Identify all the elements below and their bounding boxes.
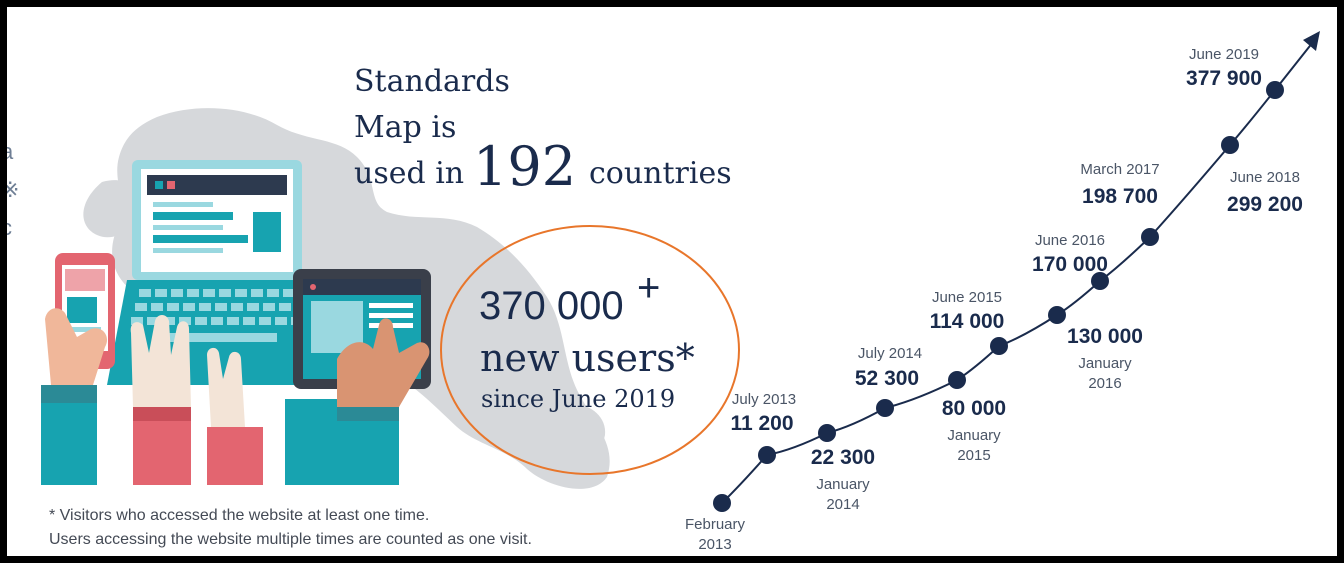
value-label: 22 300	[811, 446, 875, 469]
growth-line	[721, 41, 1314, 504]
headline-line-1: Standards	[354, 64, 510, 99]
value-label: 80 000	[942, 397, 1006, 420]
date-label: June 2019	[1189, 46, 1259, 63]
headline-line-3-prefix: used in	[354, 156, 464, 191]
date-label: 2015	[957, 447, 990, 464]
country-count: 192	[473, 135, 576, 198]
highlight-circle	[440, 225, 740, 475]
users-since: since June 2019	[481, 385, 675, 413]
date-label: 2016	[1088, 375, 1121, 392]
users-number: 370 000	[479, 284, 624, 328]
data-point	[1091, 272, 1109, 290]
data-point	[876, 399, 894, 417]
date-label: January	[947, 427, 1001, 444]
date-label: 2013	[698, 536, 731, 553]
headline-line-2: Map is	[354, 110, 456, 145]
date-label: June 2016	[1035, 232, 1105, 249]
data-point	[818, 424, 836, 442]
phone-hand-illustration	[41, 253, 115, 485]
users-plus: +	[637, 266, 660, 310]
value-label: 11 200	[730, 412, 793, 435]
laptop-illustration	[107, 160, 327, 385]
edge-fragment: a	[1, 139, 14, 164]
data-point	[1266, 81, 1284, 99]
tablet-hand-illustration	[285, 269, 431, 485]
data-point	[758, 446, 776, 464]
value-label: 114 000	[930, 310, 1005, 333]
footnote-line-1: * Visitors who accessed the website at l…	[49, 507, 430, 524]
value-label: 377 900	[1186, 67, 1262, 90]
date-label: July 2013	[732, 391, 796, 408]
value-label: 130 000	[1067, 325, 1143, 348]
data-point	[1048, 306, 1066, 324]
date-label: January	[816, 476, 870, 493]
data-point	[713, 494, 731, 512]
value-label: 170 000	[1032, 253, 1108, 276]
date-label: March 2017	[1080, 161, 1159, 178]
footnote: * Visitors who accessed the website at l…	[49, 504, 532, 552]
date-label: July 2014	[858, 345, 922, 362]
date-label: June 2018	[1230, 169, 1300, 186]
data-point	[948, 371, 966, 389]
arrow-head-icon	[1303, 31, 1320, 51]
data-point	[990, 337, 1008, 355]
infographic-canvas: Standards Map is used in 192 countries 3…	[41, 31, 1320, 553]
headline-line-3-suffix: countries	[589, 156, 732, 191]
users-callout: 370 000 + new users* since June 2019	[440, 225, 740, 475]
edge-fragment: ※	[1, 177, 20, 202]
data-point	[1221, 136, 1239, 154]
value-label: 299 200	[1227, 193, 1303, 216]
date-label: January	[1078, 355, 1132, 372]
cropped-edge-text: a ※ c	[1, 133, 23, 247]
edge-fragment: c	[1, 215, 12, 240]
footnote-line-2: Users accessing the website multiple tim…	[49, 531, 532, 548]
value-label: 198 700	[1082, 185, 1158, 208]
data-point	[1141, 228, 1159, 246]
date-label: February	[685, 516, 746, 533]
value-label: 52 300	[855, 367, 919, 390]
date-label: 2014	[826, 496, 859, 513]
growth-chart: February 2013 July 2013 11 200 January 2014 22…	[685, 31, 1320, 553]
hands-on-keyboard-illustration	[130, 315, 263, 485]
headline: Standards Map is used in 192 countries	[354, 64, 732, 198]
users-label: new users*	[480, 336, 695, 380]
date-label: June 2015	[932, 289, 1002, 306]
